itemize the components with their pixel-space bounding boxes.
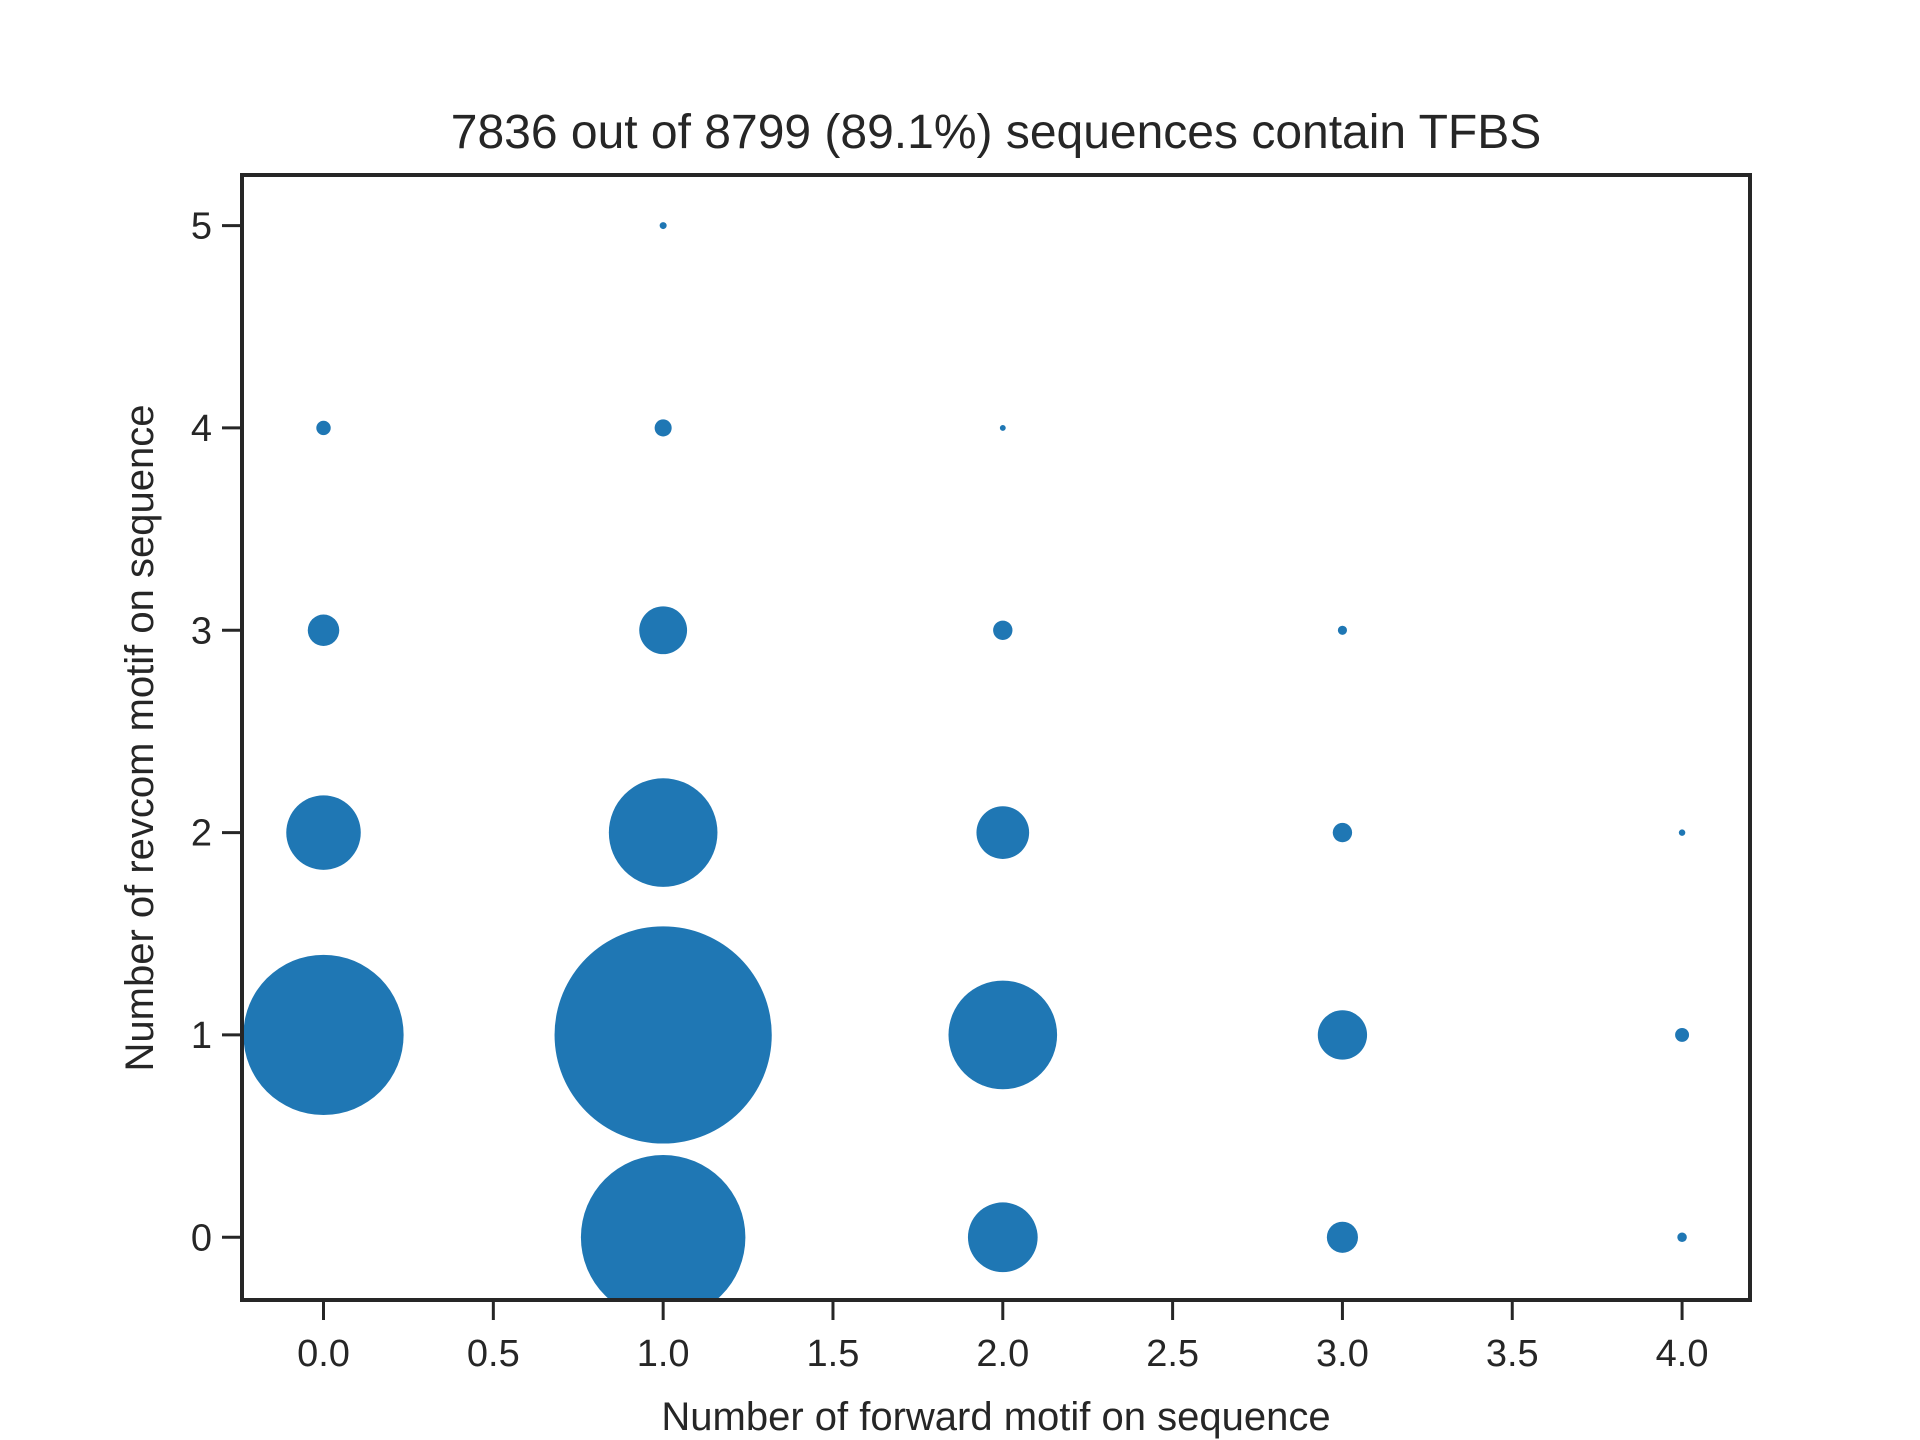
data-point (948, 980, 1058, 1090)
x-axis-ticks: 0.0 0.5 1.0 1.5 2.0 2.5 3.0 3.5 4.0 (297, 1300, 1708, 1375)
data-point (307, 614, 340, 647)
x-tick-label: 1.5 (807, 1333, 860, 1375)
data-point (1337, 625, 1347, 635)
data-point (580, 1155, 746, 1300)
y-tick-label: 5 (191, 206, 212, 248)
data-point (554, 926, 772, 1144)
x-axis-label: Number of forward motif on sequence (661, 1395, 1330, 1439)
y-tick-label: 1 (191, 1015, 212, 1057)
data-point (286, 795, 361, 870)
x-tick-label: 2.0 (976, 1333, 1029, 1375)
x-tick-label: 2.5 (1146, 1333, 1199, 1375)
data-point (1678, 829, 1686, 836)
data-point (976, 806, 1030, 859)
y-axis-ticks: 0 1 2 3 4 5 (191, 206, 242, 1259)
y-axis-label: Number of revcom motif on sequence (118, 405, 162, 1072)
data-point (1675, 1027, 1690, 1042)
data-point (1326, 1221, 1359, 1253)
y-tick-label: 2 (191, 813, 212, 855)
y-tick-label: 4 (191, 408, 212, 450)
y-tick-label: 3 (191, 610, 212, 652)
data-point (639, 606, 688, 655)
data-point (243, 954, 404, 1116)
x-tick-label: 3.5 (1486, 1333, 1539, 1375)
data-point (999, 424, 1006, 431)
x-tick-label: 0.0 (297, 1333, 350, 1375)
data-point (1332, 822, 1353, 843)
data-point (608, 778, 718, 887)
x-tick-label: 1.0 (637, 1333, 690, 1375)
x-tick-label: 4.0 (1656, 1333, 1709, 1375)
data-points (243, 222, 1690, 1300)
chart-title: 7836 out of 8799 (89.1%) sequences conta… (451, 106, 1542, 159)
data-point (1317, 1010, 1368, 1060)
data-point (967, 1202, 1038, 1273)
data-point (316, 420, 331, 436)
data-point (659, 222, 667, 230)
x-tick-label: 3.0 (1316, 1333, 1369, 1375)
x-tick-label: 0.5 (467, 1333, 520, 1375)
data-point (993, 620, 1013, 640)
data-point (654, 419, 672, 437)
plot-frame (240, 173, 1752, 1302)
y-tick-label: 0 (191, 1217, 212, 1259)
data-point (1677, 1232, 1687, 1243)
